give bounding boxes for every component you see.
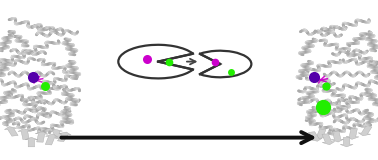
Polygon shape xyxy=(322,134,335,145)
Polygon shape xyxy=(57,132,71,142)
Polygon shape xyxy=(35,131,48,142)
Polygon shape xyxy=(18,128,31,140)
Polygon shape xyxy=(346,128,359,139)
Polygon shape xyxy=(308,132,322,141)
Polygon shape xyxy=(25,137,38,147)
Polygon shape xyxy=(340,137,353,147)
Polygon shape xyxy=(45,134,58,145)
Polygon shape xyxy=(358,126,372,136)
Polygon shape xyxy=(5,127,18,136)
Polygon shape xyxy=(50,129,62,139)
Polygon shape xyxy=(331,131,344,142)
Polygon shape xyxy=(314,129,326,139)
